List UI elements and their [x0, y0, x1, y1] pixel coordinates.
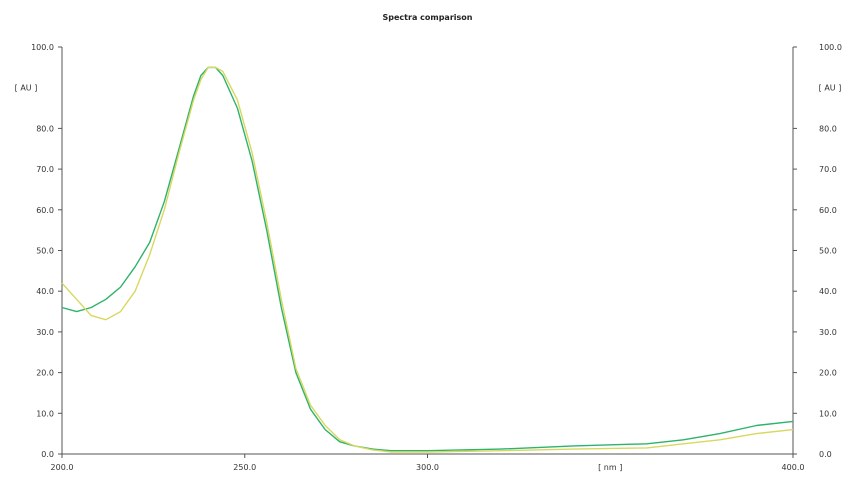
x-tick-label: 400.0 [782, 463, 805, 472]
y-tick-label-right: 0.0 [819, 450, 832, 459]
y-tick-label-right: 30.0 [819, 328, 837, 337]
y-tick-label-left: 30.0 [36, 328, 54, 337]
y-tick-label-right: 50.0 [819, 247, 837, 256]
y-tick-label-left: 10.0 [36, 409, 54, 418]
y-tick-label-right: 60.0 [819, 206, 837, 215]
y-tick-label-left: 0.0 [41, 450, 54, 459]
y-tick-label-right: 20.0 [819, 369, 837, 378]
x-tick-label: 300.0 [416, 463, 439, 472]
y-tick-label-right: 70.0 [819, 165, 837, 174]
series-line-1 [61, 66, 794, 452]
ticks: 0.0 0.0 10.0 10.0 20.0 20.0 30.0 30.0 40.0 40.0 50… [31, 43, 842, 472]
y-tick-label-left: 80.0 [36, 124, 54, 133]
y-tick-label-right: 80.0 [819, 124, 837, 133]
x-tick-label: 250.0 [233, 463, 256, 472]
y-tick-label-left: 60.0 [36, 206, 54, 215]
x-axis-unit: [ nm ] [598, 463, 622, 472]
y-tick-label-right: 100.0 [819, 43, 842, 52]
y-tick-label-left: 40.0 [36, 287, 54, 296]
series-line-2 [61, 66, 794, 453]
series-layer [61, 66, 794, 453]
y-tick-label-right: 40.0 [819, 287, 837, 296]
y-axis-unit-left: [ AU ] [15, 84, 38, 93]
chart-title: Spectra comparison [383, 13, 473, 22]
x-tick-label: 200.0 [51, 463, 74, 472]
y-axis-unit-right: [ AU ] [819, 84, 842, 93]
y-tick-label-left: 20.0 [36, 369, 54, 378]
y-tick-label-right: 10.0 [819, 409, 837, 418]
y-tick-label-left: 50.0 [36, 247, 54, 256]
y-tick-label-left: 70.0 [36, 165, 54, 174]
y-tick-label-left: 100.0 [31, 43, 54, 52]
axes [61, 47, 794, 455]
